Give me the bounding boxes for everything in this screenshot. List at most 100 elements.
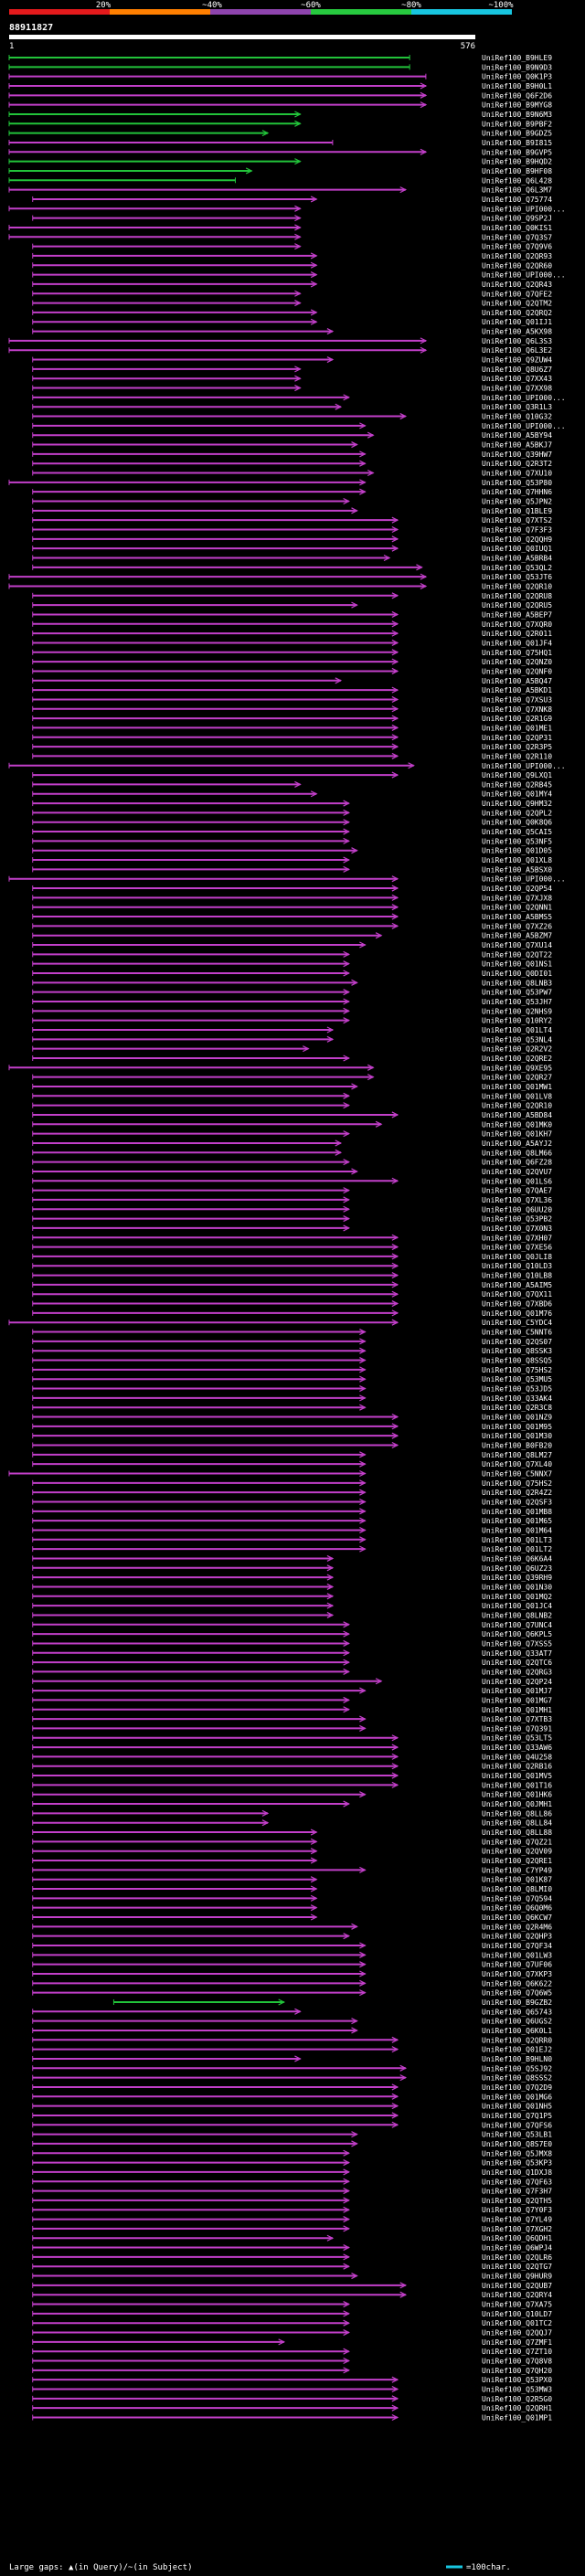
hit-label[interactable]: UniRef100_Q01MK0 <box>482 1120 552 1129</box>
hit-label[interactable]: UniRef100_Q4U258 <box>482 1753 552 1761</box>
hit-label[interactable]: UniRef100_Q2NHS9 <box>482 1007 552 1015</box>
hit-label[interactable]: UniRef100_Q01LS6 <box>482 1177 552 1185</box>
hit-label[interactable]: UniRef100_Q0K8Q6 <box>482 819 552 827</box>
hit-label[interactable]: UniRef100_Q01N30 <box>482 1583 552 1591</box>
hit-label[interactable]: UniRef100_Q8SSQ5 <box>482 1357 552 1365</box>
hit-label[interactable]: UniRef100_Q7HHN6 <box>482 488 552 496</box>
hit-label[interactable]: UniRef100_B9PBF2 <box>482 120 552 128</box>
hit-label[interactable]: UniRef100_B9MYG8 <box>482 101 552 110</box>
hit-label[interactable]: UniRef100_Q53LB1 <box>482 2131 552 2139</box>
hit-label[interactable]: UniRef100_Q01M76 <box>482 1309 552 1318</box>
hit-label[interactable]: UniRef100_A5BZM7 <box>482 932 552 940</box>
hit-label[interactable]: UniRef100_Q2QR10 <box>482 1102 552 1110</box>
hit-label[interactable]: UniRef100_Q2QRU5 <box>482 601 552 610</box>
hit-label[interactable]: UniRef100_Q53JH7 <box>482 998 552 1006</box>
hit-label[interactable]: UniRef100_Q01LT2 <box>482 1545 552 1553</box>
hit-label[interactable]: UniRef100_Q9HUR9 <box>482 2273 552 2281</box>
hit-label[interactable]: UniRef100_Q2RB45 <box>482 780 552 789</box>
hit-label[interactable]: UniRef100_Q01LT4 <box>482 1026 552 1034</box>
hit-label[interactable]: UniRef100_Q01XL8 <box>482 856 552 864</box>
hit-label[interactable]: UniRef100_B9I815 <box>482 139 552 147</box>
hit-label[interactable]: UniRef100_Q7Q391 <box>482 1724 552 1733</box>
hit-label[interactable]: UniRef100_Q75HS2 <box>482 1366 552 1374</box>
hit-label[interactable]: UniRef100_Q2QPL2 <box>482 809 552 817</box>
hit-label[interactable]: UniRef100_Q01NH5 <box>482 2103 552 2111</box>
hit-label[interactable]: UniRef100_Q2QVU7 <box>482 1168 552 1176</box>
hit-label[interactable]: UniRef100_A5AYJ2 <box>482 1140 552 1148</box>
hit-label[interactable]: UniRef100_Q8SSS2 <box>482 2074 552 2083</box>
hit-label[interactable]: UniRef100_Q6FZ28 <box>482 1159 552 1167</box>
hit-label[interactable]: UniRef100_Q2QP54 <box>482 885 552 893</box>
hit-label[interactable]: UniRef100_A5KX98 <box>482 328 552 336</box>
hit-label[interactable]: UniRef100_Q8LNB2 <box>482 1611 552 1619</box>
hit-label[interactable]: UniRef100_A5BEP7 <box>482 610 552 619</box>
hit-label[interactable]: UniRef100_Q7XA75 <box>482 2301 552 2309</box>
hit-label[interactable]: UniRef100_Q2QT22 <box>482 950 552 959</box>
hit-label[interactable]: UniRef100_Q01LT3 <box>482 1536 552 1544</box>
hit-label[interactable]: UniRef100_Q2R110 <box>482 752 552 760</box>
hit-label[interactable]: UniRef100_Q7XTS2 <box>482 516 552 525</box>
hit-label[interactable]: UniRef100_Q7Q6W5 <box>482 1989 552 1998</box>
hit-label[interactable]: UniRef100_Q7XBD6 <box>482 1300 552 1309</box>
hit-label[interactable]: UniRef100_Q6KCW7 <box>482 1913 552 1922</box>
hit-label[interactable]: UniRef100_B0FB20 <box>482 1442 552 1450</box>
hit-label[interactable]: UniRef100_Q7F3H7 <box>482 2188 552 2196</box>
hit-label[interactable]: UniRef100_Q0KIS1 <box>482 224 552 232</box>
hit-label[interactable]: UniRef100_Q6UZ23 <box>482 1564 552 1573</box>
hit-label[interactable]: UniRef100_Q0JMH1 <box>482 1800 552 1808</box>
hit-label[interactable]: UniRef100_Q33AT7 <box>482 1649 552 1658</box>
hit-label[interactable]: UniRef100_Q53JT6 <box>482 573 552 581</box>
hit-label[interactable]: UniRef100_Q8LL86 <box>482 1809 552 1818</box>
hit-label[interactable]: UniRef100_Q2R3P5 <box>482 743 552 751</box>
hit-label[interactable]: UniRef100_Q01MB8 <box>482 1508 552 1516</box>
hit-label[interactable]: UniRef100_A5BSX0 <box>482 865 552 874</box>
hit-label[interactable]: UniRef100_C5NNX7 <box>482 1470 552 1479</box>
hit-label[interactable]: UniRef100_Q2QTG7 <box>482 2263 552 2271</box>
hit-label[interactable]: UniRef100_Q01MW1 <box>482 1083 552 1091</box>
hit-label[interactable]: UniRef100_Q6Q0M6 <box>482 1904 552 1913</box>
hit-label[interactable]: UniRef100_Q75HQ1 <box>482 649 552 657</box>
hit-label[interactable]: UniRef100_C7YP49 <box>482 1866 552 1874</box>
hit-label[interactable]: UniRef100_Q2QRY4 <box>482 2291 552 2299</box>
hit-label[interactable]: UniRef100_Q53MU5 <box>482 1375 552 1383</box>
hit-label[interactable]: UniRef100_Q2QRR0 <box>482 2036 552 2044</box>
hit-label[interactable]: UniRef100_Q7XTB3 <box>482 1715 552 1723</box>
hit-label[interactable]: UniRef100_Q01LV8 <box>482 1092 552 1100</box>
hit-label[interactable]: UniRef100_Q01D05 <box>482 847 552 855</box>
hit-label[interactable]: UniRef100_Q7ZMF1 <box>482 2338 552 2347</box>
hit-label[interactable]: UniRef100_Q7XU14 <box>482 941 552 949</box>
hit-label[interactable]: UniRef100_UPI000... <box>482 875 566 884</box>
hit-label[interactable]: UniRef100_Q2QSF3 <box>482 1498 552 1506</box>
hit-label[interactable]: UniRef100_Q39HW7 <box>482 451 552 459</box>
hit-label[interactable]: UniRef100_Q7XNK8 <box>482 705 552 714</box>
hit-label[interactable]: UniRef100_Q2QTC6 <box>482 1659 552 1667</box>
hit-label[interactable]: UniRef100_Q5JMX8 <box>482 2149 552 2157</box>
hit-label[interactable]: UniRef100_Q01M95 <box>482 1423 552 1431</box>
hit-label[interactable]: UniRef100_A5BKJ7 <box>482 441 552 450</box>
hit-label[interactable]: UniRef100_Q53LT5 <box>482 1734 552 1743</box>
hit-label[interactable]: UniRef100_B9H0L1 <box>482 82 552 90</box>
hit-label[interactable]: UniRef100_Q2QRG3 <box>482 1668 552 1676</box>
hit-label[interactable]: UniRef100_Q7XU10 <box>482 470 552 478</box>
hit-label[interactable]: UniRef100_Q7Q2D9 <box>482 2083 552 2092</box>
hit-label[interactable]: UniRef100_Q0DI01 <box>482 970 552 978</box>
hit-label[interactable]: UniRef100_Q75HS2 <box>482 1479 552 1488</box>
hit-label[interactable]: UniRef100_Q2R1G9 <box>482 715 552 723</box>
hit-label[interactable]: UniRef100_Q10LD3 <box>482 1262 552 1270</box>
hit-label[interactable]: UniRef100_Q2QP31 <box>482 734 552 742</box>
hit-label[interactable]: UniRef100_Q53PX0 <box>482 2376 552 2384</box>
hit-label[interactable]: UniRef100_Q01JC4 <box>482 1602 552 1610</box>
hit-label[interactable]: UniRef100_Q1BLE9 <box>482 507 552 515</box>
hit-label[interactable]: UniRef100_Q7XH07 <box>482 1234 552 1242</box>
hit-label[interactable]: UniRef100_Q01MP1 <box>482 2414 552 2422</box>
hit-label[interactable]: UniRef100_Q01M64 <box>482 1526 552 1534</box>
hit-label[interactable]: UniRef100_Q01MQ2 <box>482 1593 552 1601</box>
hit-label[interactable]: UniRef100_Q7XSU3 <box>482 695 552 704</box>
hit-label[interactable]: UniRef100_Q7Q3S7 <box>482 233 552 241</box>
hit-label[interactable]: UniRef100_Q2QP24 <box>482 1678 552 1686</box>
hit-label[interactable]: UniRef100_Q53KP3 <box>482 2159 552 2168</box>
hit-label[interactable]: UniRef100_Q53PW7 <box>482 989 552 997</box>
hit-label[interactable]: UniRef100_Q2QTH5 <box>482 2197 552 2205</box>
hit-label[interactable]: UniRef100_Q5CAI5 <box>482 828 552 836</box>
hit-label[interactable]: UniRef100_B9HLE9 <box>482 54 552 62</box>
